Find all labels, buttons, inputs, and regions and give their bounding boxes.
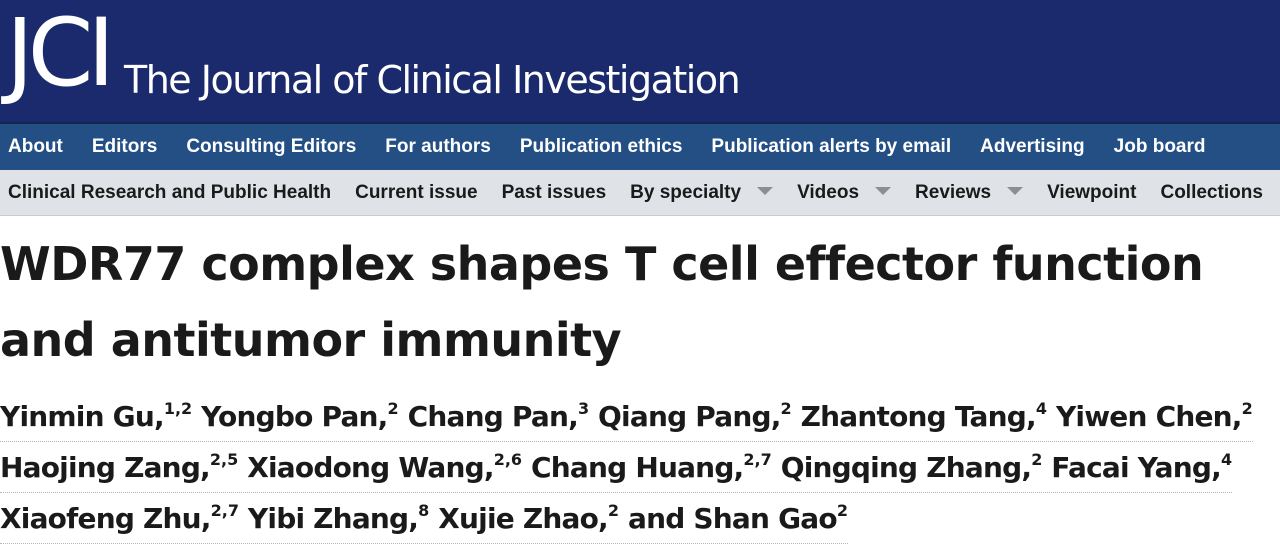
primary-nav: About Editors Consulting Editors For author… xyxy=(0,122,1280,170)
author-line: Yinmin Gu,1,2 Yongbo Pan,2 Chang Pan,3 Q… xyxy=(0,392,1253,442)
subnav-link-viewpoint[interactable]: Viewpoint xyxy=(1039,170,1144,215)
subnav-label: Reviews xyxy=(915,182,992,203)
author-name[interactable]: Haojing Zang,2,5 xyxy=(0,451,238,484)
affiliation-superscript: 2,7 xyxy=(210,501,239,520)
author-name[interactable]: Yiwen Chen,2 xyxy=(1056,400,1253,433)
chevron-down-icon xyxy=(1007,186,1024,195)
affiliation-superscript: 2 xyxy=(607,501,620,520)
author-name-text: Zhantong Tang, xyxy=(800,400,1037,433)
affiliation-superscript: 2 xyxy=(1241,399,1253,418)
author-name-text: Qingqing Zhang, xyxy=(780,451,1032,484)
chevron-down-icon xyxy=(875,186,892,195)
author-name-text: Yiwen Chen, xyxy=(1055,400,1242,433)
affiliation-superscript: 4 xyxy=(1035,399,1047,418)
author-name[interactable]: Qingqing Zhang,2 xyxy=(781,451,1043,484)
nav-link-publication-ethics[interactable]: Publication ethics xyxy=(519,136,683,157)
author-name-text: Yongbo Pan, xyxy=(201,400,388,433)
subnav-label: Videos xyxy=(797,182,860,203)
affiliation-superscript: 2 xyxy=(836,501,848,520)
affiliation-superscript: 2 xyxy=(780,399,792,418)
nav-link-publication-alerts-by-email[interactable]: Publication alerts by email xyxy=(711,136,952,157)
nav-link-job-board[interactable]: Job board xyxy=(1113,136,1206,157)
affiliation-superscript: 2,7 xyxy=(743,450,772,469)
author-name[interactable]: and Shan Gao2 xyxy=(628,502,848,535)
author-name-text: Xiaofeng Zhu, xyxy=(0,502,211,535)
subnav-link-past-issues[interactable]: Past issues xyxy=(494,170,615,215)
jci-logo[interactable]: JCI xyxy=(6,0,115,108)
nav-link-about[interactable]: About xyxy=(8,136,63,157)
affiliation-superscript: 2 xyxy=(387,399,399,418)
author-name-text: and Shan Gao xyxy=(628,502,838,535)
author-name[interactable]: Yinmin Gu,1,2 xyxy=(0,400,192,433)
author-line: Xiaofeng Zhu,2,7 Yibi Zhang,8 Xujie Zhao… xyxy=(0,494,848,544)
author-name[interactable]: Yibi Zhang,8 xyxy=(248,502,429,535)
subnav-link-clinical-research-and-public-health[interactable]: Clinical Research and Public Health xyxy=(0,170,339,215)
affiliation-superscript: 2,6 xyxy=(493,450,523,469)
subnav-label: Collections xyxy=(1160,182,1263,203)
author-name[interactable]: Xiaofeng Zhu,2,7 xyxy=(0,502,239,535)
chevron-down-icon xyxy=(757,186,774,195)
subnav-link-current-issue[interactable]: Current issue xyxy=(347,170,485,215)
author-name-text: Xiaodong Wang, xyxy=(247,451,494,484)
subnav-link-videos[interactable]: Videos xyxy=(789,170,899,215)
author-name[interactable]: Yongbo Pan,2 xyxy=(201,400,399,433)
subnav-label: Clinical Research and Public Health xyxy=(8,182,332,203)
affiliation-superscript: 1,2 xyxy=(163,399,193,418)
author-name-text: Xujie Zhao, xyxy=(438,502,608,535)
affiliation-superscript: 2,5 xyxy=(209,450,239,469)
author-name-text: Chang Huang, xyxy=(531,451,744,484)
subnav-link-reviews[interactable]: Reviews xyxy=(907,170,1031,215)
affiliation-superscript: 4 xyxy=(1220,450,1233,469)
nav-link-consulting-editors[interactable]: Consulting Editors xyxy=(186,136,357,157)
author-name[interactable]: Zhantong Tang,4 xyxy=(801,400,1047,433)
secondary-nav: Clinical Research and Public Health Curre… xyxy=(0,170,1280,216)
author-name-text: Yinmin Gu, xyxy=(0,400,165,433)
author-line: Haojing Zang,2,5 Xiaodong Wang,2,6 Chang… xyxy=(0,443,1233,493)
nav-link-advertising[interactable]: Advertising xyxy=(980,136,1085,157)
subnav-label: Past issues xyxy=(501,182,607,203)
author-name-text: Haojing Zang, xyxy=(0,451,211,484)
affiliation-superscript: 8 xyxy=(418,501,430,520)
journal-name[interactable]: The Journal of Clinical Investigation xyxy=(124,58,741,102)
site-header: JCI The Journal of Clinical Investigatio… xyxy=(0,0,1280,122)
affiliation-superscript: 3 xyxy=(577,399,590,418)
author-name[interactable]: Chang Pan,3 xyxy=(408,400,589,433)
author-name[interactable]: Xujie Zhao,2 xyxy=(438,502,619,535)
author-name-text: Qiang Pang, xyxy=(598,400,781,433)
subnav-link-collections[interactable]: Collections xyxy=(1152,170,1270,215)
author-name-text: Facai Yang, xyxy=(1051,451,1221,484)
author-name-text: Chang Pan, xyxy=(407,400,579,433)
author-list: Yinmin Gu,1,2 Yongbo Pan,2 Chang Pan,3 Q… xyxy=(0,392,1280,545)
nav-link-for-authors[interactable]: For authors xyxy=(385,136,491,157)
author-name-text: Yibi Zhang, xyxy=(247,502,419,535)
author-name[interactable]: Xiaodong Wang,2,6 xyxy=(247,451,522,484)
author-name[interactable]: Facai Yang,4 xyxy=(1051,451,1232,484)
author-name[interactable]: Chang Huang,2,7 xyxy=(531,451,772,484)
subnav-link-by-specialty[interactable]: By specialty xyxy=(622,170,781,215)
nav-link-editors[interactable]: Editors xyxy=(91,136,158,157)
article-title: WDR77 complex shapes T cell effector fun… xyxy=(0,237,1204,367)
subnav-label: Current issue xyxy=(355,182,478,203)
subnav-label: Viewpoint xyxy=(1047,182,1137,203)
subnav-label: By specialty xyxy=(630,182,742,203)
author-name[interactable]: Qiang Pang,2 xyxy=(598,400,792,433)
affiliation-superscript: 2 xyxy=(1031,450,1043,469)
